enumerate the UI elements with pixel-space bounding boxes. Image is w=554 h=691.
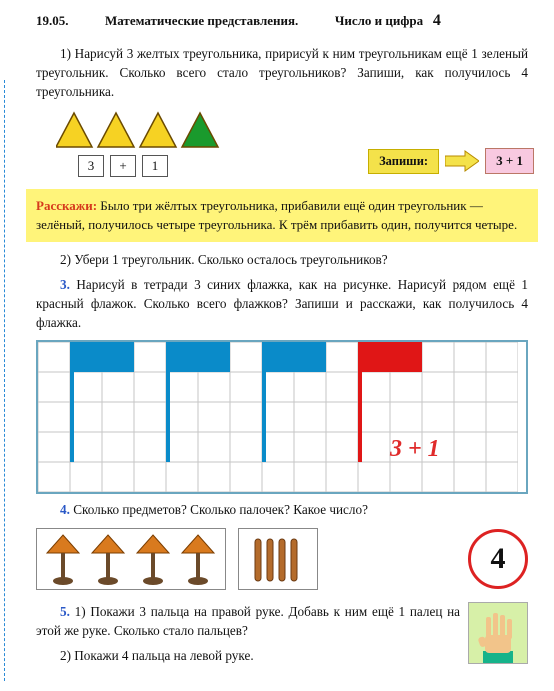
task4-para: 4. Сколько предметов? Сколько палочек? К… — [36, 500, 528, 519]
page-header: 19.05. Математические представления. Чис… — [36, 12, 528, 30]
header-big-number: 4 — [433, 12, 441, 29]
write-callout: Запиши: 3 + 1 — [368, 148, 534, 174]
task2-text: 2) Убери 1 треугольник. Сколько осталось… — [36, 250, 528, 269]
svg-text:3 + 1: 3 + 1 — [389, 436, 440, 462]
task5-line1: 1) Покажи 3 пальца на правой руке. Добав… — [36, 604, 460, 638]
triangles-figure — [56, 111, 226, 151]
answer-circle: 4 — [468, 529, 528, 589]
task3-text: Нарисуй в тетради 3 синих флажка, как на… — [36, 277, 528, 330]
sticks-figure — [243, 531, 313, 587]
flags-grid: 3 + 1 — [36, 340, 528, 494]
write-answer: 3 + 1 — [485, 148, 534, 174]
box-plus: + — [110, 155, 136, 177]
triangle-row — [56, 111, 528, 151]
task4-number: 4. — [60, 502, 70, 517]
lamps-panel — [36, 528, 226, 590]
header-topic: Число и цифра — [335, 13, 423, 28]
flags-figure: 3 + 1 — [38, 342, 518, 492]
write-label: Запиши: — [368, 149, 439, 174]
task3-number: 3. — [60, 277, 70, 292]
tell-lead: Расскажи: — [36, 198, 97, 213]
box-3: 3 — [78, 155, 104, 177]
tell-body: Было три жёлтых треугольника, прибавили … — [36, 198, 517, 231]
page-left-dashed-rule — [4, 80, 5, 681]
box-1: 1 — [142, 155, 168, 177]
task4-figure-row: 4 — [36, 528, 528, 590]
hand-figure — [468, 602, 528, 664]
task5-para1: 5. 1) Покажи 3 пальца на правой руке. До… — [36, 602, 528, 640]
sticks-panel — [238, 528, 318, 590]
lamps-figure — [41, 531, 221, 587]
header-subject: Математические представления. — [105, 13, 298, 28]
tell-block: Расскажи: Было три жёлтых треугольника, … — [26, 189, 538, 241]
hand-icon — [473, 607, 523, 663]
arrow-right-icon — [445, 150, 479, 172]
task3-para: 3. Нарисуй в тетради 3 синих флажка, как… — [36, 275, 528, 332]
task4-text: Сколько предметов? Сколько палочек? Како… — [73, 502, 368, 517]
task1-text: 1) Нарисуй 3 желтых треугольника, пририс… — [36, 44, 528, 101]
task5-line2: 2) Покажи 4 пальца на левой руке. — [36, 646, 528, 665]
answer-number: 4 — [491, 542, 506, 576]
task5-number: 5. — [60, 604, 70, 619]
header-date: 19.05. — [36, 13, 69, 28]
